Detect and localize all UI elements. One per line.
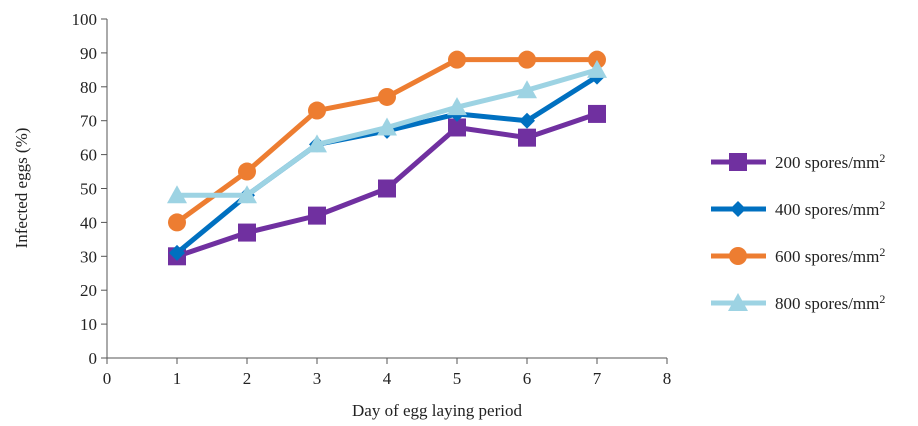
x-tick-label: 6	[523, 369, 532, 388]
data-point	[169, 244, 185, 261]
x-tick-label: 8	[663, 369, 672, 388]
x-tick-label: 3	[313, 369, 322, 388]
series-4	[167, 59, 607, 204]
y-tick-label: 30	[80, 247, 97, 266]
data-point	[237, 185, 257, 204]
data-point	[588, 104, 606, 123]
legend-item-3: 600 spores/mm2	[711, 245, 885, 266]
legend-label: 200 spores/mm2	[775, 151, 885, 172]
data-point	[238, 223, 256, 242]
data-point	[447, 97, 467, 116]
legend-label-text: 800 spores/mm	[775, 294, 879, 313]
data-point	[378, 179, 396, 198]
legend-item-2: 400 spores/mm2	[711, 198, 885, 219]
data-point	[378, 87, 396, 106]
y-tick-label: 90	[80, 44, 97, 63]
legend-label-text: 400 spores/mm	[775, 200, 879, 219]
data-point	[587, 59, 607, 78]
data-point	[518, 128, 536, 147]
y-tick-label: 60	[80, 146, 97, 165]
data-point	[238, 162, 256, 181]
x-tick-label: 4	[383, 369, 392, 388]
legend-label: 600 spores/mm2	[775, 245, 885, 266]
x-tick-label: 0	[103, 369, 112, 388]
data-point	[588, 50, 606, 69]
legend-label-superscript: 2	[879, 198, 885, 212]
data-point	[448, 118, 466, 137]
y-tick-label: 40	[80, 213, 97, 232]
series-3	[168, 50, 606, 232]
legend-label-text: 200 spores/mm	[775, 153, 879, 172]
legend-marker	[728, 293, 748, 311]
y-axis-title: Infected eggs (%)	[12, 128, 31, 249]
legend-marker	[729, 153, 747, 171]
legend-label: 800 spores/mm2	[775, 292, 885, 313]
x-axis-title: Day of egg laying period	[352, 401, 522, 420]
y-tick-label: 20	[80, 281, 97, 300]
legend-label-superscript: 2	[879, 292, 885, 306]
y-tick-label: 10	[80, 315, 97, 334]
data-point	[517, 80, 537, 99]
y-tick-label: 50	[80, 180, 97, 199]
y-tick-label: 100	[72, 10, 98, 29]
data-point	[308, 101, 326, 120]
data-point	[168, 213, 186, 232]
legend-marker	[729, 247, 747, 265]
legend-label-superscript: 2	[879, 245, 885, 259]
data-point	[518, 50, 536, 69]
legend-label: 400 spores/mm2	[775, 198, 885, 219]
x-tick-label: 1	[173, 369, 182, 388]
legend-label-text: 600 spores/mm	[775, 247, 879, 266]
data-point	[308, 206, 326, 225]
data-point	[307, 134, 327, 153]
y-tick-label: 0	[89, 349, 98, 368]
data-point	[377, 117, 397, 136]
legend-item-1: 200 spores/mm2	[711, 151, 885, 172]
y-tick-label: 70	[80, 112, 97, 131]
x-tick-label: 7	[593, 369, 602, 388]
y-tick-label: 80	[80, 78, 97, 97]
legend-marker	[730, 201, 746, 217]
x-tick-label: 5	[453, 369, 462, 388]
data-point	[448, 50, 466, 69]
data-point	[167, 185, 187, 204]
series-layer	[167, 50, 607, 266]
x-tick-label: 2	[243, 369, 252, 388]
axes: 0 10 20 30 40 50 60 70 80 90 100 0 1 2 3 4 5 6 7 8	[72, 10, 672, 388]
legend-label-superscript: 2	[879, 151, 885, 165]
legend-item-4: 800 spores/mm2	[711, 292, 885, 313]
data-point	[519, 112, 535, 129]
